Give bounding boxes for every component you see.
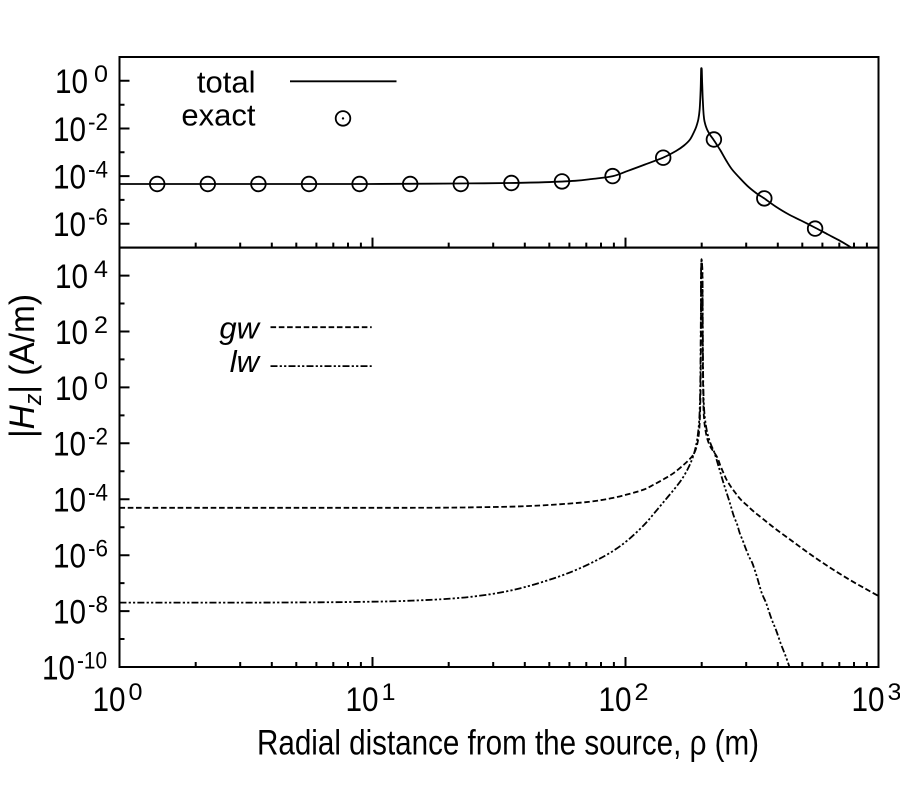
- svg-text:10-2: 10-2: [53, 424, 108, 464]
- svg-text:|Hz| (A/m): |Hz| (A/m): [3, 294, 47, 438]
- svg-text:101: 10 1: [346, 679, 396, 719]
- svg-text:104: 10 4: [55, 256, 108, 296]
- svg-text:10-2: 10-2: [53, 109, 108, 149]
- svg-text:10-10: 10-10: [42, 647, 107, 687]
- svg-text:10-6: 10-6: [53, 536, 108, 576]
- svg-text:102: 10 2: [599, 679, 649, 719]
- svg-text:100: 10 0: [55, 368, 108, 408]
- svg-text:100: 10 0: [55, 61, 108, 101]
- svg-text:10-4: 10-4: [53, 480, 108, 520]
- svg-text:100: 10 0: [93, 679, 143, 719]
- svg-text:103: 10 3: [852, 679, 900, 719]
- svg-text:10-6: 10-6: [53, 204, 108, 244]
- svg-text:10-8: 10-8: [53, 592, 108, 632]
- svg-text:total: total: [197, 65, 256, 100]
- svg-text:exact: exact: [181, 97, 255, 132]
- svg-text:lw: lw: [230, 344, 262, 379]
- svg-text:gw: gw: [219, 311, 261, 346]
- svg-text:102: 10 2: [55, 312, 108, 352]
- svg-text:10-4: 10-4: [53, 157, 108, 197]
- svg-text:Radial distance from the sourc: Radial distance from the source, ρ (m): [257, 724, 759, 763]
